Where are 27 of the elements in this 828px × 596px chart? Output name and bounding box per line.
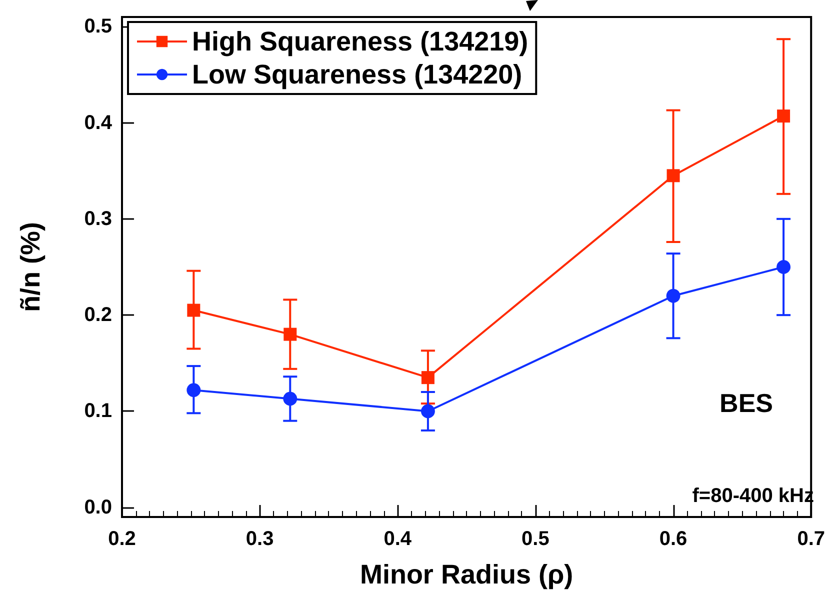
- point: [777, 110, 790, 123]
- point: [283, 392, 298, 406]
- y-tick-label: 0.0: [84, 496, 112, 518]
- point: [666, 288, 680, 303]
- y-tick-label: 0.3: [84, 208, 112, 230]
- x-tick-label: 0.5: [522, 528, 550, 550]
- y-axis-title: ñ/n (%): [16, 222, 46, 312]
- point: [420, 404, 435, 418]
- x-tick-label: 0.2: [108, 528, 136, 550]
- y-tick-label: 0.5: [84, 16, 112, 38]
- y-tick-label: 0.2: [84, 304, 112, 326]
- y-tick-label: 0.4: [84, 112, 113, 134]
- point: [284, 328, 297, 341]
- point: [187, 304, 200, 317]
- legend-label: Low Squareness (134220): [192, 60, 522, 90]
- y-tick-label: 0.1: [84, 400, 112, 422]
- x-tick-label: 0.4: [384, 528, 412, 550]
- x-tick-label: 0.6: [659, 528, 688, 550]
- x-axis-title: Minor Radius (ρ): [360, 560, 574, 590]
- legend-label: High Squareness (134219): [192, 26, 528, 56]
- point: [666, 169, 680, 182]
- x-tick-label: 0.3: [246, 528, 274, 550]
- point: [421, 371, 434, 384]
- point: [186, 383, 201, 398]
- x-tick-label: 0.7: [797, 528, 826, 550]
- point: [776, 260, 791, 274]
- annotation: BES: [720, 388, 774, 418]
